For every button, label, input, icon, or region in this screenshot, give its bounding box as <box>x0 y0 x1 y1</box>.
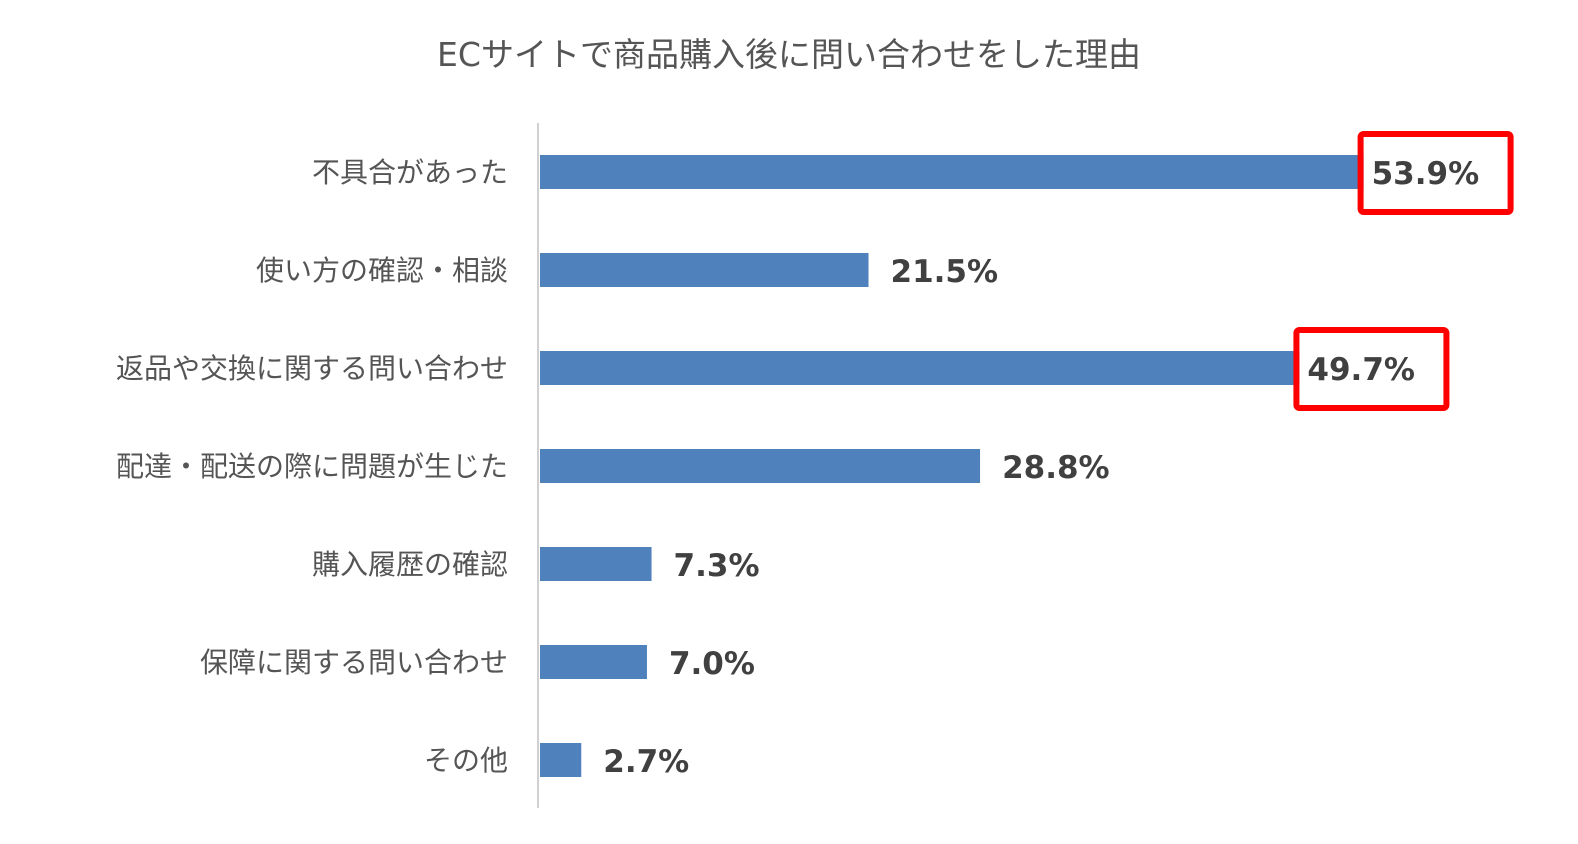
category-label: 購入履歴の確認 <box>312 548 508 581</box>
category-label: 配達・配送の際に問題が生じた <box>116 450 508 483</box>
category-label: 不具合があった <box>312 156 508 189</box>
bar <box>540 743 582 777</box>
category-label: 返品や交換に関する問い合わせ <box>116 352 508 385</box>
value-label: 21.5% <box>891 254 999 290</box>
highlight-box <box>1357 131 1514 215</box>
bar <box>540 253 869 287</box>
highlight-box <box>1293 327 1450 411</box>
value-label: 28.8% <box>1002 450 1110 486</box>
bar <box>540 547 652 581</box>
category-label: その他 <box>424 744 508 777</box>
bar <box>540 645 647 679</box>
bar <box>540 449 981 483</box>
bar <box>540 155 1364 189</box>
bar <box>540 351 1300 385</box>
value-label: 7.0% <box>669 646 755 682</box>
category-label: 使い方の確認・相談 <box>256 254 508 287</box>
value-label: 2.7% <box>603 744 689 780</box>
value-label: 7.3% <box>674 548 760 584</box>
value-label: 49.7% <box>1307 352 1415 388</box>
category-label: 保障に関する問い合わせ <box>200 646 508 679</box>
chart-title: ECサイトで商品購入後に問い合わせをした理由 <box>437 35 1141 74</box>
value-label: 53.9% <box>1372 156 1480 192</box>
